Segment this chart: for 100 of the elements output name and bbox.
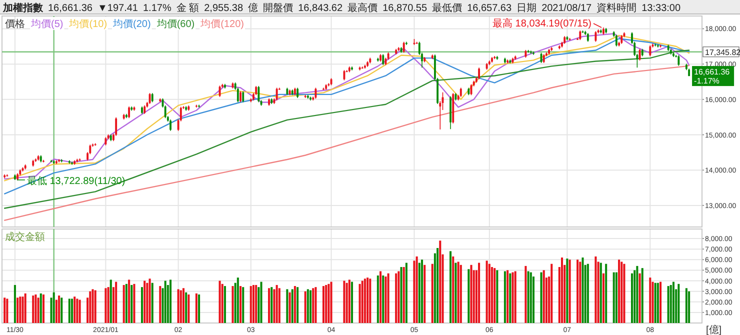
bar — [524, 266, 527, 323]
bar — [188, 294, 190, 323]
bar — [605, 264, 608, 323]
bar — [400, 267, 402, 323]
bar — [398, 271, 400, 323]
bar — [656, 282, 659, 323]
bar — [330, 282, 332, 323]
bar — [278, 288, 280, 323]
bar — [144, 280, 146, 323]
bar — [14, 284, 16, 323]
bar — [532, 276, 534, 323]
bar — [195, 293, 198, 323]
bar — [496, 270, 498, 323]
bar — [457, 262, 460, 323]
bar — [452, 256, 454, 323]
bar — [130, 284, 133, 323]
bar — [660, 282, 662, 323]
text: 13:33:00 — [642, 3, 681, 14]
bar — [24, 293, 26, 323]
bar — [488, 264, 490, 323]
bar — [638, 273, 641, 323]
candlestick — [615, 34, 618, 47]
bar — [294, 286, 296, 323]
bar — [133, 284, 136, 323]
bar — [670, 284, 672, 323]
bar — [52, 292, 55, 323]
bar — [460, 264, 462, 323]
bar — [68, 298, 70, 323]
bar — [250, 286, 252, 323]
bar — [387, 273, 390, 323]
legend: 價格 均價(5) 均價(10) 均價(20) 均價(60) 均價(120) — [5, 17, 245, 30]
bar — [270, 287, 273, 323]
bar — [416, 256, 418, 323]
bar — [418, 262, 420, 323]
bar — [672, 282, 674, 323]
bar — [312, 288, 314, 323]
bar — [32, 296, 34, 323]
bar — [58, 296, 60, 323]
bar — [180, 290, 182, 323]
bar — [107, 287, 110, 323]
bar — [652, 282, 654, 323]
bar — [164, 280, 166, 323]
bar — [649, 278, 652, 323]
bar — [439, 240, 442, 323]
bar — [125, 284, 128, 323]
bar — [34, 294, 37, 323]
text: 1.17% — [142, 3, 172, 14]
bar — [40, 293, 42, 323]
bar — [198, 294, 200, 323]
candlestick — [218, 85, 221, 98]
bar — [343, 280, 346, 323]
bar — [291, 289, 294, 323]
candlestick — [242, 90, 244, 103]
bar — [306, 289, 309, 323]
bar — [688, 291, 690, 323]
candlestick — [240, 90, 242, 103]
bar — [346, 282, 348, 323]
bar — [151, 282, 154, 323]
bar — [177, 289, 180, 323]
bar — [504, 271, 506, 323]
bar — [384, 276, 387, 323]
bar — [4, 298, 6, 323]
bar — [450, 251, 452, 323]
bar — [405, 262, 408, 323]
bar — [286, 289, 288, 323]
bar — [182, 288, 184, 323]
bar — [236, 278, 239, 323]
annotation: 16,661.36 -1.17% — [694, 68, 730, 86]
y-axis-title: [億] — [706, 324, 722, 335]
bar — [273, 289, 276, 323]
bar — [288, 292, 291, 323]
bar — [76, 298, 78, 323]
bar — [454, 262, 457, 323]
text: 2021/08/17 — [542, 3, 592, 14]
bar — [268, 288, 270, 323]
bar — [60, 298, 63, 323]
chart-title: 加權指數 — [2, 2, 44, 14]
bar — [115, 282, 118, 323]
bar — [242, 287, 244, 323]
bar — [685, 288, 688, 323]
bar — [530, 272, 532, 323]
text: 16,870.55 — [382, 3, 428, 14]
bar — [509, 273, 512, 323]
bar — [586, 264, 589, 323]
bar — [310, 290, 312, 323]
bar — [350, 282, 354, 323]
bar — [19, 296, 22, 323]
text: 日期 — [516, 2, 537, 14]
candlestick — [151, 92, 154, 103]
bar — [678, 284, 680, 323]
bar — [376, 275, 379, 323]
bar — [560, 258, 564, 323]
bar — [550, 264, 553, 323]
text: 金 額 — [176, 2, 200, 14]
bar — [55, 300, 58, 323]
bar — [6, 298, 8, 323]
bar — [494, 268, 496, 323]
bar — [470, 264, 472, 323]
candlestick — [128, 106, 130, 119]
bar — [594, 256, 597, 323]
